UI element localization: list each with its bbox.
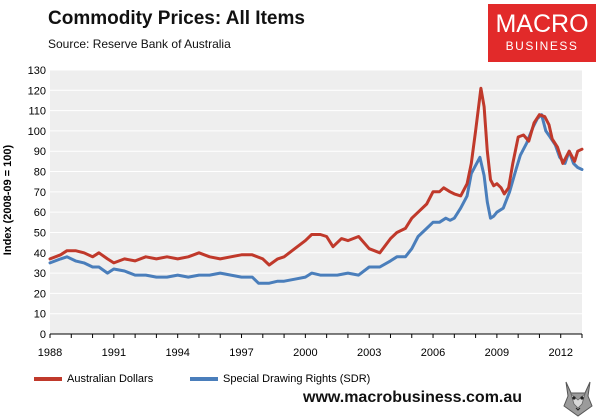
logo-line1: MACRO bbox=[495, 10, 589, 38]
y-tick-label: 30 bbox=[34, 268, 46, 280]
x-tick-label: 1991 bbox=[102, 347, 126, 359]
plot-area bbox=[50, 70, 582, 334]
y-tick-label: 10 bbox=[34, 309, 46, 321]
y-tick-label: 90 bbox=[34, 146, 46, 158]
x-tick-label: 2006 bbox=[421, 347, 445, 359]
y-tick-label: 20 bbox=[34, 288, 46, 300]
series-line-sdr bbox=[48, 113, 584, 285]
x-tick-label: 2000 bbox=[293, 347, 317, 359]
x-tick-label: 2009 bbox=[485, 347, 509, 359]
y-tick-label: 80 bbox=[34, 167, 46, 179]
x-tick-label: 2003 bbox=[357, 347, 381, 359]
chart-subtitle: Source: Reserve Bank of Australia bbox=[48, 37, 231, 51]
x-tick-label: 2012 bbox=[548, 347, 572, 359]
y-tick-label: 50 bbox=[34, 227, 46, 239]
logo-line2: BUSINESS bbox=[505, 39, 579, 53]
y-tick-label: 0 bbox=[40, 329, 46, 341]
line-chart: 0 10 20 30 40 50 60 70 80 90 100 110 120 130 1988 1991… bbox=[2, 65, 584, 359]
y-tick-label: 100 bbox=[28, 126, 46, 138]
y-tick-label: 40 bbox=[34, 248, 46, 260]
y-tick-label: 130 bbox=[28, 65, 46, 77]
website-url: www.macrobusiness.com.au bbox=[303, 389, 523, 406]
legend-label-aud: Australian Dollars bbox=[67, 373, 154, 385]
legend-swatch-aud bbox=[34, 377, 62, 381]
legend-label-sdr: Special Drawing Rights (SDR) bbox=[223, 373, 371, 385]
legend-item-sdr: Special Drawing Rights (SDR) bbox=[190, 373, 370, 385]
series-line-aud bbox=[48, 86, 584, 267]
macro-business-logo: MACRO BUSINESS bbox=[488, 4, 596, 62]
x-tick-label: 1994 bbox=[165, 347, 189, 359]
x-tick-label: 1988 bbox=[38, 347, 62, 359]
y-tick-label: 70 bbox=[34, 187, 46, 199]
wolf-mascot-icon bbox=[563, 381, 593, 417]
y-axis-label: Index (2008-09 = 100) bbox=[2, 144, 14, 255]
x-tick-label: 1997 bbox=[229, 347, 253, 359]
y-tick-label: 110 bbox=[28, 106, 46, 118]
y-tick-label: 60 bbox=[34, 207, 46, 219]
legend-item-aud: Australian Dollars bbox=[34, 373, 153, 385]
legend-swatch-sdr bbox=[190, 377, 218, 381]
chart-title: Commodity Prices: All Items bbox=[48, 8, 305, 29]
y-tick-label: 120 bbox=[28, 85, 46, 97]
